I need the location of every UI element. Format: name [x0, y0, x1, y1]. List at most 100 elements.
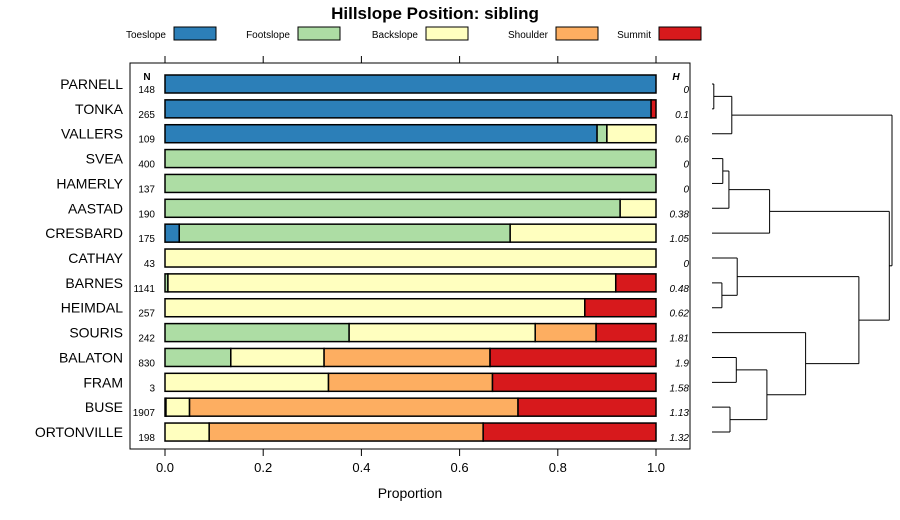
bar-row-parnell: PARNELL 148 0	[60, 74, 689, 96]
h-value: 1.32	[670, 433, 690, 444]
legend-label: Shoulder	[508, 30, 549, 41]
bar-row-souris: SOURIS 242 1.81	[69, 322, 689, 345]
bar-segment-summit	[517, 397, 657, 417]
h-value: 1.05	[670, 234, 690, 245]
h-value: 1.9	[675, 358, 689, 369]
bar-segment-backslope	[230, 347, 325, 368]
bar-row-heimdal: HEIMDAL 257 0.62	[61, 297, 690, 320]
h-value: 1.13	[670, 408, 690, 419]
row-label: AASTAD	[68, 200, 123, 216]
n-value: 148	[138, 85, 155, 96]
n-value: 137	[138, 184, 155, 195]
row-label: PARNELL	[60, 76, 123, 92]
h-value: 0	[683, 160, 689, 171]
row-label: CRESBARD	[45, 225, 123, 241]
bar-segment-shoulder	[208, 422, 484, 442]
h-value: 0	[683, 184, 689, 195]
bar-segment-footslope	[164, 347, 232, 368]
bar-segment-summit	[614, 273, 657, 293]
bar-row-svea: SVEA 400 0	[86, 148, 689, 171]
bar-segment-toeslope	[164, 223, 180, 243]
legend-label: Footslope	[246, 30, 290, 41]
row-label: FRAM	[83, 374, 123, 390]
row-label: HAMERLY	[56, 175, 123, 191]
n-value: 190	[138, 209, 155, 220]
n-value: 1141	[133, 284, 155, 295]
h-value: 0.62	[670, 309, 690, 320]
x-tick-label: 0.8	[549, 460, 567, 475]
bar-row-ortonville: ORTONVILLE 198 1.32	[35, 422, 690, 444]
h-value: 1.81	[670, 334, 689, 345]
bar-segment-shoulder	[534, 322, 597, 343]
row-label: VALLERS	[61, 126, 123, 142]
bar-segment-backslope	[509, 223, 657, 243]
x-tick-label: 1.0	[647, 460, 665, 475]
h-value: 1.58	[670, 383, 690, 394]
bar-row-hamerly: HAMERLY 137 0	[56, 173, 689, 195]
bar-segment-footslope	[164, 173, 657, 194]
bar-row-barnes: BARNES 1141 0.48	[65, 273, 690, 295]
bar-segment-summit	[584, 297, 657, 318]
legend: Toeslope Footslope Backslope Shoulder Summit	[126, 26, 702, 41]
bar-row-tonka: TONKA 265 0.1	[75, 99, 689, 121]
bar-rows: PARNELL 148 0 TONKA 265 0.1 VALLERS 109 0.6 SVEA 4…	[35, 74, 690, 444]
bar-segment-summit	[489, 347, 657, 368]
bar-segment-toeslope	[164, 99, 652, 119]
bar-segment-backslope	[164, 248, 657, 268]
x-axis-label: Proportion	[378, 485, 443, 501]
bar-row-cathay: CATHAY 43 0	[68, 248, 689, 270]
n-value: 109	[138, 135, 155, 146]
bar-row-buse: BUSE 1907 1.13	[85, 397, 690, 419]
row-label: SVEA	[86, 151, 124, 167]
n-value: 257	[138, 309, 155, 320]
n-value: 43	[144, 259, 156, 270]
n-value: 175	[138, 234, 155, 245]
bar-segment-shoulder	[327, 372, 494, 393]
x-tick-label: 0.6	[451, 460, 469, 475]
bar-row-cresbard: CRESBARD 175 1.05	[45, 223, 690, 245]
x-axis: 0.0 0.2 0.4 0.6 0.8 1.0	[156, 56, 665, 475]
bar-segment-toeslope	[164, 74, 657, 94]
bar-segment-summit	[482, 422, 657, 442]
row-label: BALATON	[59, 349, 123, 365]
bar-segment-backslope	[348, 322, 536, 343]
bar-segment-backslope	[606, 123, 657, 144]
bar-segment-backslope	[164, 372, 330, 393]
x-tick-label: 0.4	[352, 460, 370, 475]
legend-swatch	[555, 26, 599, 41]
x-tick-label: 0.2	[254, 460, 272, 475]
n-value: 3	[149, 383, 155, 394]
bar-segment-backslope	[165, 397, 191, 417]
legend-swatch	[173, 26, 217, 41]
bar-segment-summit	[650, 99, 657, 119]
h-value: 0.1	[675, 110, 689, 121]
bar-row-vallers: VALLERS 109 0.6	[61, 123, 689, 146]
n-value: 242	[138, 334, 155, 345]
bar-segment-footslope	[164, 322, 350, 343]
h-header: H	[672, 72, 680, 83]
bar-segment-shoulder	[188, 397, 519, 417]
legend-label: Toeslope	[126, 30, 166, 41]
row-label: BARNES	[65, 275, 123, 291]
bar-row-balaton: BALATON 830 1.9	[59, 347, 689, 369]
n-header: N	[143, 72, 150, 83]
row-label: BUSE	[85, 399, 123, 415]
bar-segment-footslope	[164, 198, 621, 219]
row-label: SOURIS	[69, 325, 123, 341]
bar-segment-footslope	[164, 148, 657, 169]
bar-segment-backslope	[619, 198, 657, 219]
plot-frame	[129, 62, 691, 450]
h-value: 0	[683, 259, 689, 270]
bar-segment-shoulder	[323, 347, 491, 368]
row-label: CATHAY	[68, 250, 123, 266]
n-value: 830	[138, 358, 155, 369]
h-value: 0.6	[675, 135, 689, 146]
bar-segment-footslope	[596, 123, 608, 144]
bar-segment-backslope	[164, 297, 586, 318]
bar-segment-backslope	[167, 273, 617, 293]
chart-title: Hillslope Position: sibling	[331, 4, 539, 23]
bar-segment-summit	[595, 322, 657, 343]
dendrogram	[712, 83, 893, 433]
h-value: 0.48	[670, 284, 690, 295]
